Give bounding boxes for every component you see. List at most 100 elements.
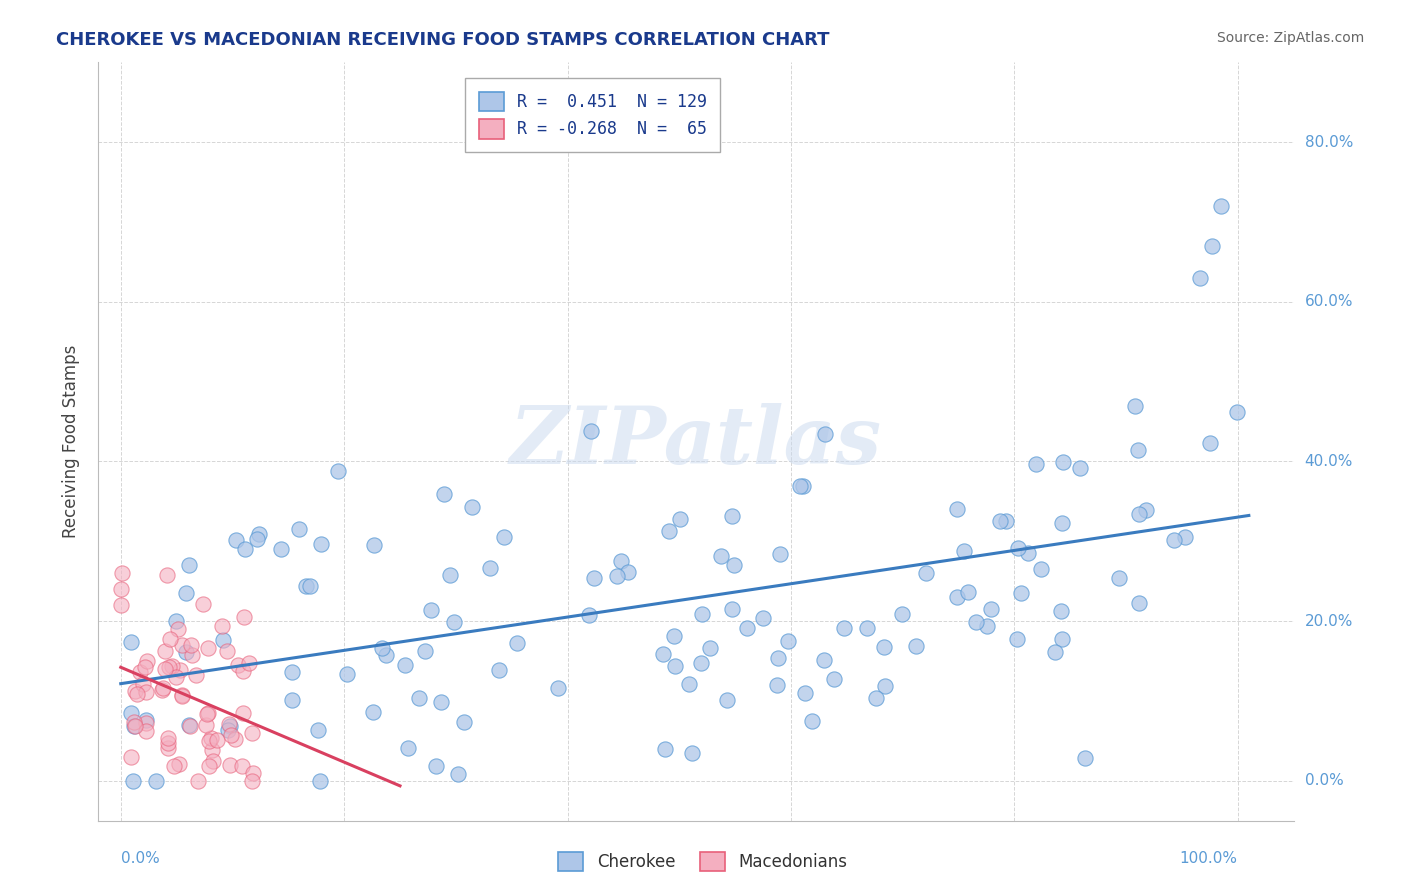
Point: [191, 598, 214, 612]
Point: [1050, 604, 1073, 618]
Point: [1209, 199, 1232, 213]
Point: [425, 759, 447, 773]
Point: [110, 598, 132, 612]
Point: [953, 544, 976, 558]
Point: [157, 736, 180, 750]
Point: [1029, 562, 1052, 576]
Point: [281, 693, 304, 707]
Point: [375, 648, 398, 662]
Point: [776, 634, 799, 648]
Point: [197, 706, 219, 720]
Point: [111, 566, 134, 581]
Point: [1017, 546, 1039, 560]
Point: [226, 657, 249, 672]
Point: [152, 681, 174, 695]
Point: [135, 713, 157, 727]
Point: [159, 632, 181, 647]
Point: [152, 683, 174, 698]
Point: [1163, 533, 1185, 547]
Point: [678, 677, 700, 691]
Point: [769, 547, 792, 561]
Point: [160, 659, 183, 673]
Text: 40.0%: 40.0%: [1305, 454, 1353, 469]
Point: [865, 691, 887, 706]
Point: [177, 558, 200, 573]
Point: [135, 715, 157, 730]
Point: [735, 620, 758, 634]
Point: [716, 693, 738, 707]
Point: [121, 773, 143, 788]
Point: [295, 579, 318, 593]
Point: [873, 679, 896, 693]
Point: [789, 478, 811, 492]
Point: [976, 619, 998, 633]
Point: [905, 639, 928, 653]
Text: Source: ZipAtlas.com: Source: ZipAtlas.com: [1216, 31, 1364, 45]
Point: [1069, 461, 1091, 475]
Point: [1135, 503, 1157, 517]
Point: [690, 607, 713, 621]
Point: [281, 665, 304, 680]
Point: [453, 714, 475, 729]
Point: [662, 629, 685, 643]
Point: [363, 538, 385, 552]
Point: [447, 767, 470, 781]
Point: [945, 590, 967, 604]
Point: [792, 479, 814, 493]
Point: [153, 644, 176, 658]
Point: [547, 681, 569, 695]
Point: [155, 662, 177, 676]
Legend: R =  0.451  N = 129, R = -0.268  N =  65: R = 0.451 N = 129, R = -0.268 N = 65: [465, 78, 720, 152]
Text: 80.0%: 80.0%: [1305, 135, 1353, 150]
Point: [166, 622, 188, 636]
Point: [179, 717, 201, 731]
Point: [658, 524, 681, 539]
Point: [980, 602, 1002, 616]
Point: [813, 653, 835, 667]
Point: [156, 741, 179, 756]
Point: [242, 766, 264, 780]
Point: [413, 644, 436, 658]
Point: [1005, 632, 1028, 647]
Text: 0.0%: 0.0%: [1305, 773, 1343, 789]
Point: [135, 654, 157, 668]
Point: [794, 686, 817, 700]
Point: [218, 717, 240, 731]
Point: [124, 684, 146, 698]
Point: [506, 636, 529, 650]
Point: [235, 542, 257, 557]
Point: [156, 568, 179, 582]
Point: [814, 427, 837, 442]
Point: [232, 706, 254, 720]
Point: [995, 515, 1018, 529]
Point: [582, 571, 605, 585]
Text: ZIPatlas: ZIPatlas: [510, 403, 882, 480]
Point: [1128, 507, 1150, 521]
Point: [180, 638, 202, 652]
Point: [488, 663, 510, 677]
Point: [205, 733, 228, 747]
Point: [231, 758, 253, 772]
Point: [247, 526, 270, 541]
Point: [1010, 586, 1032, 600]
Point: [309, 537, 332, 551]
Point: [873, 640, 896, 655]
Point: [287, 522, 309, 536]
Point: [169, 756, 191, 771]
Point: [134, 685, 156, 699]
Point: [1188, 271, 1211, 285]
Point: [1052, 516, 1074, 530]
Point: [156, 731, 179, 746]
Point: [186, 667, 208, 681]
Point: [1126, 442, 1149, 457]
Text: CHEROKEE VS MACEDONIAN RECEIVING FOOD STAMPS CORRELATION CHART: CHEROKEE VS MACEDONIAN RECEIVING FOOD ST…: [56, 31, 830, 49]
Point: [128, 665, 150, 679]
Point: [197, 733, 219, 747]
Point: [215, 644, 238, 658]
Point: [246, 533, 269, 547]
Point: [165, 614, 187, 628]
Point: [891, 607, 914, 621]
Point: [174, 586, 197, 600]
Point: [766, 650, 789, 665]
Point: [211, 619, 233, 633]
